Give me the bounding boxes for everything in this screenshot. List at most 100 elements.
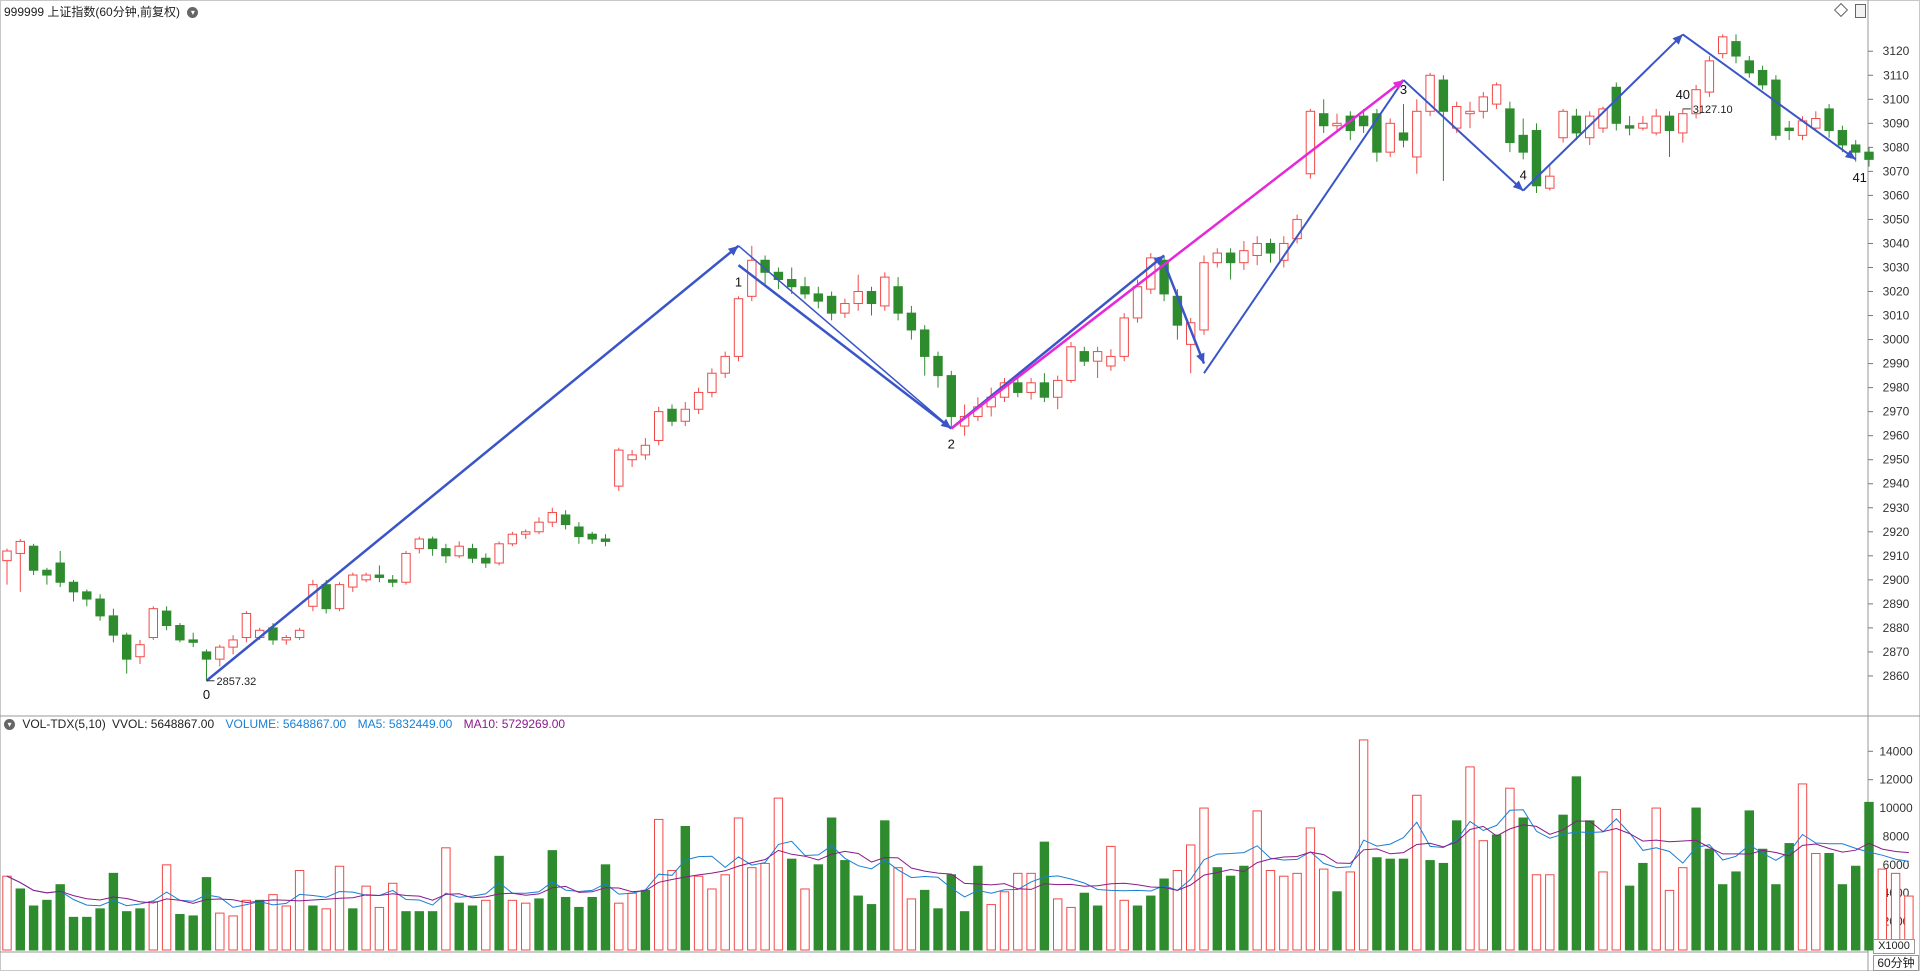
volume-bar: [787, 858, 797, 951]
candle-body: [241, 612, 252, 639]
volume-bar: [933, 908, 943, 951]
candle-body: [1013, 382, 1023, 393]
candle: [15, 539, 25, 592]
candle-body: [1638, 122, 1648, 129]
candle-body: [680, 408, 690, 422]
candle-body: [534, 521, 544, 533]
candle: [1585, 111, 1595, 145]
candle: [1212, 248, 1222, 268]
candle: [148, 606, 159, 640]
candle-body: [600, 538, 611, 542]
candle-body: [1691, 89, 1701, 115]
candle: [521, 529, 531, 539]
wave-2-3: [950, 79, 1405, 430]
candle-body: [28, 545, 39, 571]
candle: [627, 450, 637, 467]
volume-bar: [946, 874, 956, 951]
candle: [1771, 75, 1781, 141]
candle-body: [1372, 113, 1382, 153]
candle-body: [1531, 130, 1542, 187]
candle: [1757, 65, 1768, 90]
candle: [1784, 120, 1794, 141]
candle-body: [427, 538, 438, 550]
volume-bar: [853, 895, 863, 951]
volume-bar: [1398, 858, 1409, 951]
candle: [467, 543, 478, 564]
candle-body: [587, 533, 597, 540]
candle-body: [614, 449, 624, 487]
candle: [108, 608, 119, 643]
y-tick-label: 3040: [1883, 236, 1910, 250]
volume-bar: [361, 885, 371, 951]
volume-bar: [268, 894, 278, 951]
volume-bar: [1491, 834, 1502, 951]
volume-bar: [1079, 892, 1089, 951]
candle-body: [414, 538, 425, 550]
candle: [614, 447, 624, 491]
candle-body: [1398, 132, 1409, 141]
volume-bar: [108, 872, 119, 951]
volume-bar: [1412, 794, 1422, 951]
candle-body: [946, 375, 956, 417]
volume-bar: [1784, 843, 1794, 951]
volume-bar: [1066, 906, 1076, 951]
candle: [1026, 378, 1036, 400]
vol-y-tick-label: 12000: [1879, 773, 1913, 787]
ma5-line: [6, 809, 1909, 908]
chart-title-bar: 999999 上证指数(60分钟,前复权) ▾: [4, 3, 199, 20]
volume-bar: [1385, 858, 1395, 951]
volume-bar: [1571, 776, 1582, 951]
volume-bar: [1026, 872, 1036, 951]
volume-bar: [294, 870, 305, 951]
candle: [1545, 164, 1555, 191]
volume-bar: [1199, 807, 1209, 951]
wave-4-40-arrowhead: [1672, 34, 1683, 45]
candle-body: [640, 444, 651, 456]
volume-bar: [680, 826, 690, 951]
y-tick-label: 2940: [1883, 477, 1910, 491]
volume-bar: [1438, 862, 1449, 951]
chevron-down-icon[interactable]: ▾: [187, 7, 199, 19]
scroll-toggle-icon[interactable]: [1855, 4, 1866, 18]
volume-bar: [1265, 870, 1276, 951]
volume-bar: [1505, 787, 1515, 951]
price-label: 2857.32: [217, 676, 257, 688]
indicator-name: VOL-TDX(5,10): [22, 717, 106, 731]
candle-body: [1505, 108, 1515, 144]
volume-bar: [175, 914, 185, 951]
candle-body: [201, 651, 212, 660]
candle: [787, 267, 797, 294]
volume-bar: [1478, 840, 1488, 951]
candle-body: [1744, 60, 1754, 74]
volume-bar: [707, 888, 717, 951]
candle-body: [1385, 122, 1395, 153]
chevron-down-icon[interactable]: ▾: [4, 719, 15, 731]
candle-body: [148, 608, 159, 639]
volume-bar: [454, 902, 464, 951]
volume-y-axis: 2000400060008000100001200014000: [1868, 744, 1913, 929]
wave-1-2-arrowhead: [940, 418, 952, 429]
candle-body: [308, 584, 318, 607]
volume-bar: [95, 908, 105, 951]
volume-bar: [1837, 884, 1848, 951]
volume-bar: [1864, 801, 1874, 951]
volume-bar: [587, 896, 597, 951]
candle-body: [574, 526, 584, 538]
candle-body: [348, 574, 358, 588]
candle-body: [507, 533, 518, 545]
y-tick-label: 2970: [1883, 405, 1910, 419]
candle-body: [1225, 252, 1236, 264]
candle: [1558, 108, 1568, 143]
period-selector[interactable]: 60分钟: [1873, 955, 1919, 971]
volume-bar: [920, 889, 930, 951]
candle-body: [826, 295, 837, 314]
vol-y-tick-label: 8000: [1883, 829, 1910, 843]
candle-body: [813, 293, 823, 302]
candle-body: [1851, 144, 1861, 153]
candle: [813, 286, 823, 309]
wave-40-41-arrowhead: [1844, 149, 1856, 160]
candle-body: [68, 581, 79, 593]
candle: [294, 627, 305, 640]
candle-body: [560, 514, 571, 526]
candle: [1092, 346, 1103, 379]
